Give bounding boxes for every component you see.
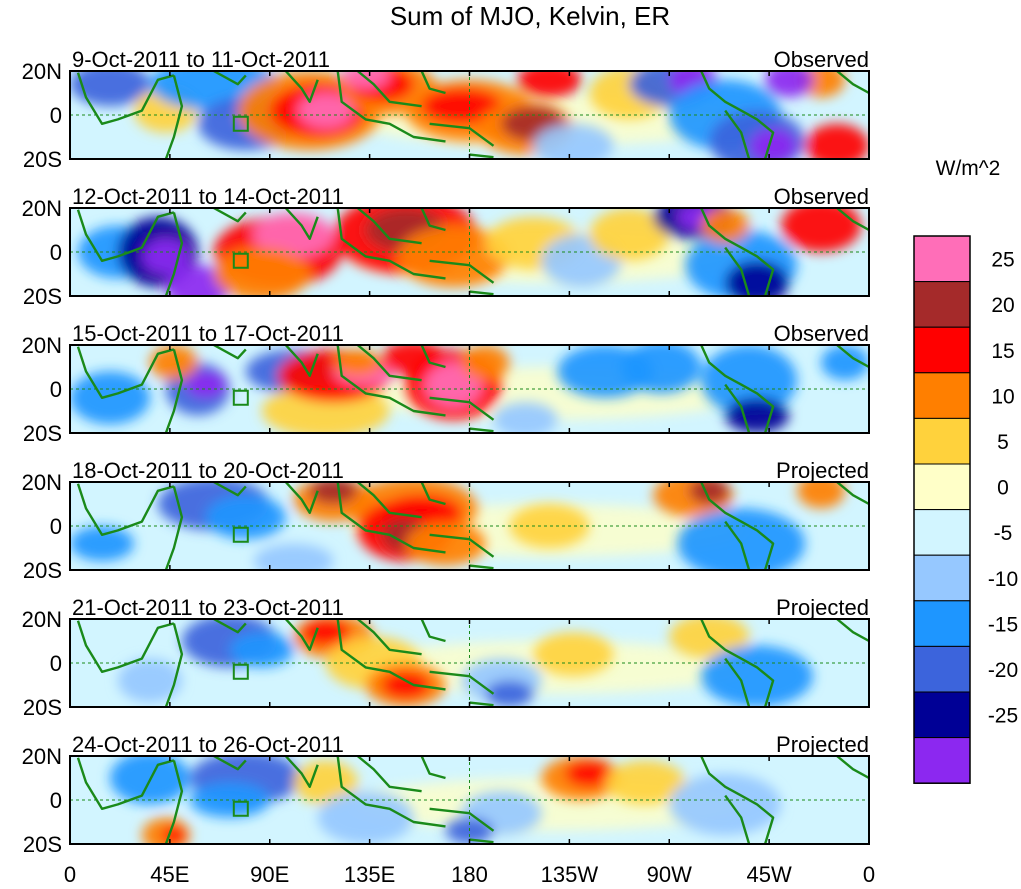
colorbar-swatch [913,417,971,465]
colorbar-tick-label: -15 [988,613,1018,636]
latitude-label: 20S [23,695,62,720]
longitude-label: 90W [647,862,692,887]
colorbar-tick-label: -5 [994,522,1013,545]
map-panels: 20N 0 20S 9-Oct-2011 to 11-Oct-2011 Observed… [22,47,870,857]
latitude-label: 0 [50,788,62,813]
colorbar-swatch [913,509,971,556]
latitude-label: 0 [50,240,62,265]
latitude-label: 20N [22,744,62,769]
latitude-label: 20S [23,284,62,309]
latitude-label: 20S [23,832,62,857]
latitude-label: 0 [50,103,62,128]
panel-status: Observed [774,184,869,209]
region-box-marker [232,389,249,406]
panel-date-range: 21-Oct-2011 to 23-Oct-2011 [72,595,344,620]
colorbar-swatch [913,281,971,328]
longitude-axis: 0 45E 90E 135E 180 135W 90W 45W 0 [64,862,875,887]
map-panel: 20N 0 20S 18-Oct-2011 to 20-Oct-2011 Project… [22,458,870,583]
colorbar-tick-label: 15 [991,340,1014,363]
coastline [76,482,869,570]
latitude-label: 20N [22,470,62,495]
colorbar-tick-label: -10 [988,568,1018,591]
panel-date-range: 15-Oct-2011 to 17-Oct-2011 [72,321,344,346]
latitude-label: 20S [23,558,62,583]
colorbar-swatch [913,600,971,647]
map-panel: 20N 0 20S 12-Oct-2011 to 14-Oct-2011 Observe… [22,184,870,309]
coastline [76,756,869,844]
panel-status: Observed [774,321,869,346]
latitude-label: 20S [23,147,62,172]
colorbar-swatch [913,235,971,283]
region-box-marker [232,800,249,817]
longitude-label: 90E [250,862,289,887]
colorbar-swatch [913,554,971,602]
longitude-label: 45E [150,862,189,887]
colorbar-swatch [913,372,971,419]
panel-date-range: 12-Oct-2011 to 14-Oct-2011 [72,184,344,209]
colorbar-swatch [913,463,971,511]
coastline [76,71,869,159]
longitude-label: 0 [64,862,76,887]
chart-title: Sum of MJO, Kelvin, ER [390,1,670,31]
longitude-label: 180 [451,862,488,887]
longitude-label: 135W [541,862,599,887]
coastline [76,208,869,296]
panel-date-range: 18-Oct-2011 to 20-Oct-2011 [72,458,344,483]
colorbar-tick-label: -25 [988,705,1018,728]
latitude-label: 0 [50,651,62,676]
region-box-marker [232,663,249,680]
colorbar-swatch [913,645,971,693]
colorbar-tick-label: 25 [991,249,1014,272]
latitude-label: 20N [22,333,62,358]
map-panel: 20N 0 20S 15-Oct-2011 to 17-Oct-2011 Observe… [22,321,870,446]
latitude-label: 20N [22,607,62,632]
coastline [76,345,869,433]
panel-status: Projected [776,458,869,483]
colorbar-tick-label: 20 [991,294,1014,317]
colorbar-swatch [913,737,971,784]
map-panel: 20N 0 20S 21-Oct-2011 to 23-Oct-2011 Project… [22,595,870,720]
region-box-marker [232,526,249,543]
map-panel: 20N 0 20S 24-Oct-2011 to 26-Oct-2011 Project… [22,732,870,857]
longitude-label: 135E [344,862,395,887]
region-box-marker [232,115,249,132]
region-box-marker [232,252,249,269]
latitude-label: 0 [50,514,62,539]
map-panel: 20N 0 20S 9-Oct-2011 to 11-Oct-2011 Observed [22,47,870,172]
colorbar-tick-label: 0 [997,477,1009,500]
panel-status: Projected [776,595,869,620]
olr-anomaly-field [70,71,869,159]
panel-date-range: 24-Oct-2011 to 26-Oct-2011 [72,732,344,757]
latitude-label: 0 [50,377,62,402]
coastline [76,619,869,707]
latitude-label: 20N [22,59,62,84]
olr-anomaly-field [70,756,869,844]
colorbar-tick-label: 10 [991,385,1014,408]
colorbar-units-label: W/m^2 [936,157,1001,180]
colorbar-swatch [913,691,971,739]
latitude-label: 20S [23,421,62,446]
longitude-label: 0 [863,862,875,887]
panel-status: Projected [776,732,869,757]
colorbar-swatch [913,326,971,374]
latitude-label: 20N [22,196,62,221]
colorbar: 25 20 15 10 5 0 -5 -10 -15 -20 -25 [913,235,1018,784]
panel-date-range: 9-Oct-2011 to 11-Oct-2011 [72,47,330,72]
colorbar-tick-label: -20 [988,659,1018,682]
colorbar-tick-label: 5 [997,431,1009,454]
longitude-label: 45W [747,862,792,887]
panel-status: Observed [774,47,869,72]
